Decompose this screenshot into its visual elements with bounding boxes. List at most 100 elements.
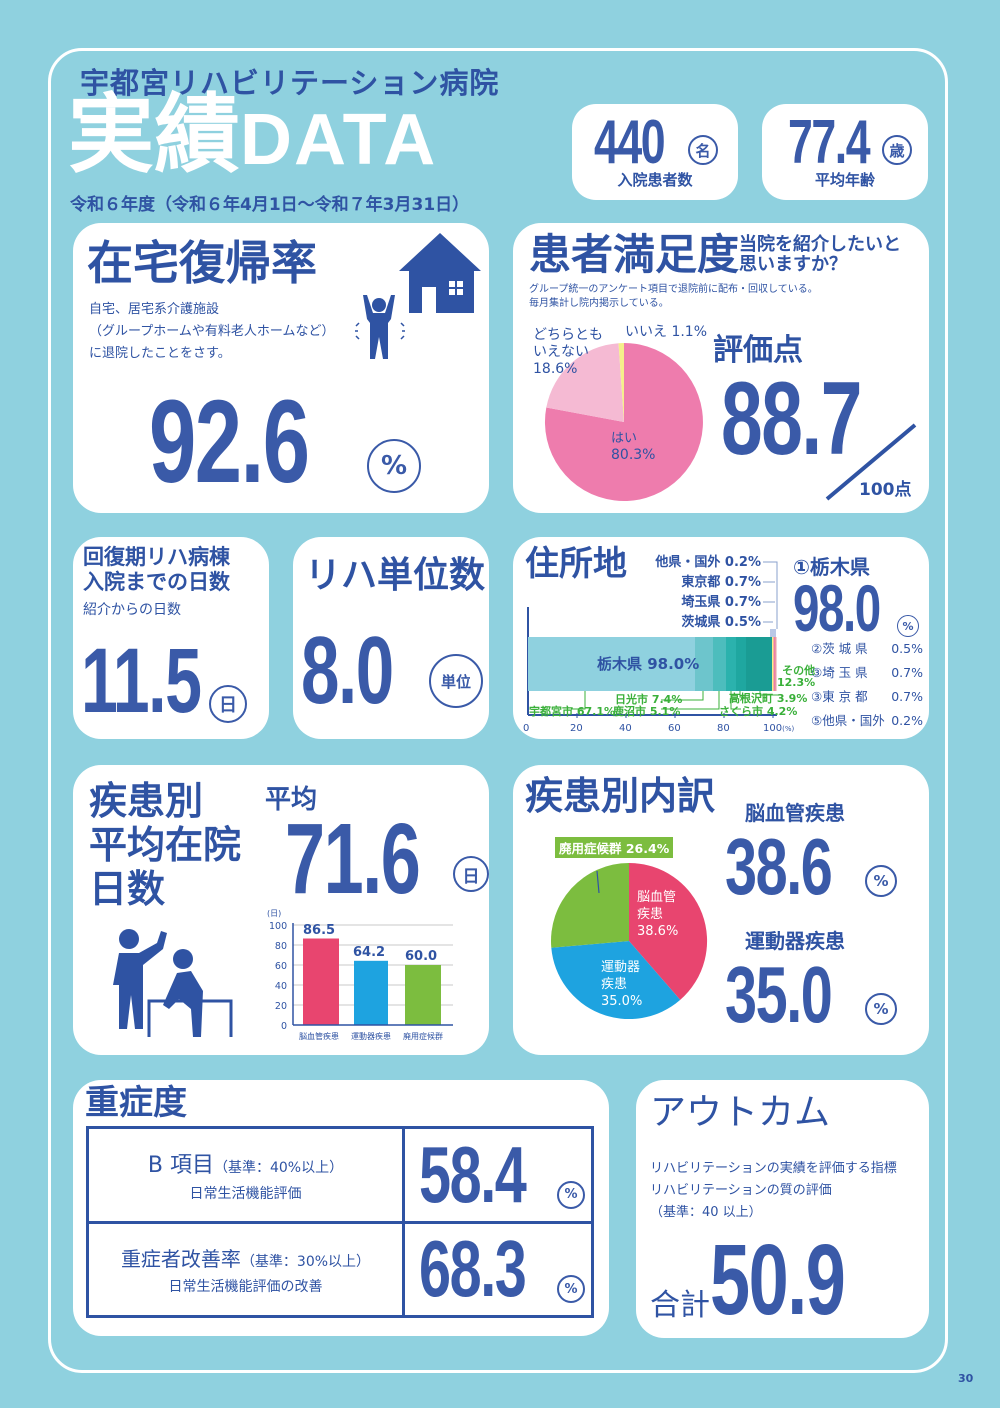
avg-stay-card: 疾患別 平均在院 日数 平均 71.6 日 (日) 100 80 60 40 2… — [73, 765, 489, 1055]
pie-label-no: いいえ 1.1% — [625, 324, 708, 340]
rank1-value-group: 98.0 % — [793, 575, 919, 641]
rank1-label: ①栃木県 — [793, 555, 870, 579]
musculo-value: 35.0 — [725, 950, 833, 1039]
average-age-unit: 歳 — [882, 135, 912, 165]
cerebro-value: 38.6 — [725, 822, 833, 911]
home-return-rate: 92.6 % — [149, 383, 421, 501]
label-nikko: 日光市 7.4% — [615, 693, 683, 706]
average-age-value: 77.4 — [788, 108, 871, 177]
percent-unit: % — [557, 1180, 585, 1209]
x-tick-80: 80 — [717, 723, 730, 734]
score-max: 100点 — [859, 480, 912, 500]
average-age-stat: 77.4 歳 平均年齢 — [762, 104, 928, 200]
avg-stay-value: 71.6 — [285, 803, 421, 915]
severity-row-value: 58.4 % — [402, 1126, 594, 1224]
bar-value-musculo: 64.2 — [353, 945, 386, 960]
satisfaction-pie-chart — [544, 343, 703, 501]
musculo-label: 運動器疾患 — [745, 929, 845, 953]
bar-value-cerebro: 86.5 — [303, 923, 336, 938]
inpatients-label: 入院患者数 — [617, 171, 693, 189]
rehab-units-title: リハ単位数 — [305, 555, 486, 596]
day-unit: 日 — [209, 685, 247, 723]
inpatients-value: 440 — [594, 108, 666, 177]
inpatients-unit: 名 — [688, 135, 718, 165]
inpatients-stat: 440 名 入院患者数 — [572, 104, 738, 200]
home-return-card: 在宅復帰率 自宅、居宅系介護施設 （グループホームや有料老人ホームなど） に退院… — [73, 223, 489, 513]
rank1-value: 98.0 — [793, 571, 881, 645]
avg-stay-bar-chart — [292, 923, 453, 1026]
residence-bar-chart — [527, 561, 781, 718]
days-subtitle: 紹介からの日数 — [83, 602, 181, 618]
home-return-title: 在宅復帰率 — [87, 236, 317, 290]
title-kanji: 実績 — [68, 85, 240, 185]
home-return-value: 92.6 — [149, 376, 310, 508]
disease-breakdown-card: 疾患別内訳 廃用症候群 26.4% 脳血管 疾患 38.6% 運動器 疾患 35… — [513, 765, 929, 1055]
days-title: 回復期リハ病棟 入院までの日数 — [83, 545, 230, 594]
label-takanezawa: 高根沢町 3.9% — [729, 692, 808, 705]
cheering-person-icon — [355, 295, 405, 359]
label-utsunomiya: 宇都宮市 67.1% — [529, 705, 615, 718]
severity-row-value: 68.3 % — [402, 1220, 594, 1318]
label-other: その他 12.3% — [777, 664, 816, 689]
bar-label-disuse: 廃用症候群 — [403, 1032, 443, 1041]
pie-label-musculo: 運動器 疾患 35.0% — [601, 960, 643, 1009]
outcome-description: リハビリテーションの実績を評価する指標 リハビリテーションの質の評価 （基準：4… — [650, 1161, 897, 1220]
house-icon — [399, 233, 481, 313]
percent-unit: % — [897, 615, 919, 637]
x-tick-100: 100(%) — [763, 723, 795, 734]
rehab-units-value: 8.0 — [301, 617, 394, 724]
hospital-name: 宇都宮リハビリテーション病院 — [80, 66, 500, 100]
average-age-label: 平均年齢 — [814, 171, 875, 189]
home-return-description: 自宅、居宅系介護施設 （グループホームや有料老人ホームなど） に退院したことをさ… — [89, 302, 335, 361]
tochigi-bar-label: 栃木県 98.0% — [597, 655, 700, 673]
bar-label-cerebro: 脳血管疾患 — [299, 1032, 339, 1041]
satisfaction-card: 患者満足度 当院を紹介したいと 思いますか？ グループ統一のアンケート項目で退院… — [513, 223, 929, 513]
satisfaction-question: 当院を紹介したいと 思いますか？ — [739, 234, 901, 275]
ranking-row: ⑤他県・国外 0.2% — [811, 713, 923, 728]
outcome-title: アウトカム — [650, 1092, 831, 1133]
days-value: 11.5 — [81, 630, 202, 732]
chart-unit: (日) — [267, 909, 282, 918]
title-latin: DATA — [240, 100, 438, 180]
severity-row: 重症者改善率（基準：30%以上） 日常生活機能評価の改善 68.3 % — [86, 1220, 594, 1318]
page-title: 実績DATA — [68, 92, 437, 178]
severity-row: B 項目（基準：40%以上） 日常生活機能評価 58.4 % — [86, 1126, 594, 1224]
ranking-row: ③東 京 都 0.7% — [811, 689, 923, 704]
page-frame — [48, 48, 948, 1373]
rehab-units-value-group: 8.0 単位 — [301, 623, 483, 719]
outcome-total: 合計 50.9 — [650, 1230, 890, 1330]
cerebro-value-group: 38.6 % — [725, 827, 897, 907]
x-tick-20: 20 — [570, 723, 583, 734]
pie-label-cerebro: 脳血管 疾患 38.6% — [637, 890, 679, 939]
pie-label-neutral: どちらとも いえない 18.6% — [533, 327, 603, 377]
y-ticks: 100 80 60 40 20 0 — [269, 921, 288, 1032]
severity-row-label: B 項目（基準：40%以上） 日常生活機能評価 — [86, 1126, 405, 1224]
cerebro-label: 脳血管疾患 — [745, 801, 845, 825]
disease-pie-chart — [551, 863, 708, 1020]
residence-top-labels: 他県・国外 0.2% 東京都 0.7% 埼玉県 0.7% 茨城県 0.5% — [655, 555, 761, 630]
percent-unit: % — [865, 993, 897, 1025]
residence-title: 住所地 — [525, 544, 627, 584]
bar-label-musculo: 運動器疾患 — [351, 1032, 391, 1041]
musculo-value-group: 35.0 % — [725, 955, 897, 1035]
avg-stay-value-group: 71.6 日 — [285, 809, 489, 909]
percent-unit: % — [865, 865, 897, 897]
page-number: 30 — [958, 1372, 974, 1385]
score-label: 評価点 — [713, 333, 803, 368]
unit-label: 単位 — [429, 654, 483, 708]
ranking-row: ②茨 城 県 0.5% — [811, 641, 923, 656]
fiscal-period: 令和６年度（令和６年4月1日～令和７年3月31日） — [70, 195, 470, 215]
severity-row-label: 重症者改善率（基準：30%以上） 日常生活機能評価の改善 — [86, 1220, 405, 1318]
severity-card: 重症度 B 項目（基準：40%以上） 日常生活機能評価 58.4 % 重症者改善… — [73, 1080, 609, 1336]
breakdown-title: 疾患別内訳 — [525, 774, 716, 818]
x-tick-0: 0 — [523, 723, 530, 734]
x-tick-60: 60 — [668, 723, 681, 734]
percent-unit: % — [557, 1275, 585, 1304]
residence-ranking: ②茨 城 県 0.5% ③埼 玉 県 0.7% ③東 京 都 0.7% ⑤他県・国外 0… — [811, 637, 923, 733]
bar-value-disuse: 60.0 — [405, 949, 438, 964]
rehab-therapy-icon — [113, 929, 233, 1037]
rehab-units-card: リハ単位数 8.0 単位 — [293, 537, 489, 739]
days-value-group: 11.5 日 — [81, 635, 247, 727]
outcome-value: 50.9 — [710, 1224, 846, 1336]
days-to-admission-card: 回復期リハ病棟 入院までの日数 紹介からの日数 11.5 日 — [73, 537, 269, 739]
